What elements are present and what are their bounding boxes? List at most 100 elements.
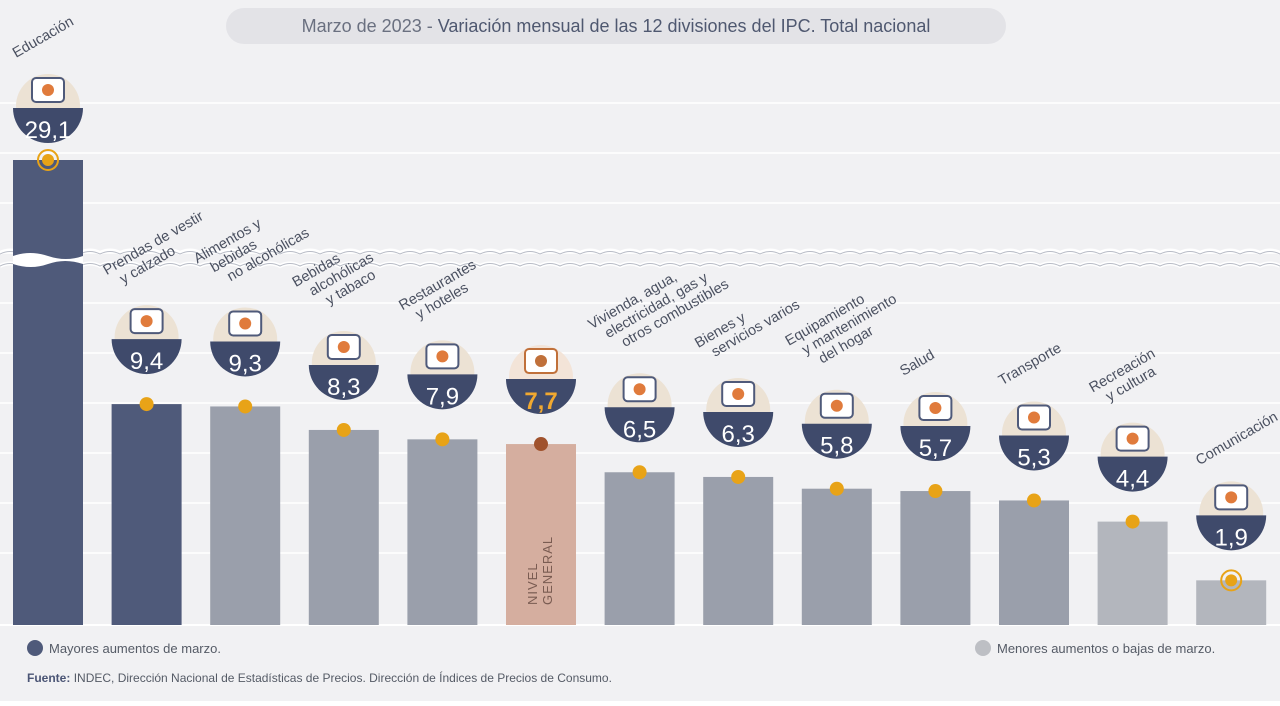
- icon-accent: [1028, 411, 1040, 424]
- value-badge-shape: [801, 423, 872, 459]
- washing-machine-icon-glyph: [819, 392, 854, 419]
- bar: [999, 500, 1069, 625]
- notebook-icon-glyph: [31, 77, 65, 103]
- icon-accent: [436, 350, 449, 363]
- value-badge: 6,5: [604, 373, 675, 443]
- phone-icon-glyph: [1214, 484, 1249, 511]
- icon-accent: [1126, 432, 1139, 445]
- bar: [13, 160, 83, 625]
- value-label: 6,5: [623, 416, 656, 443]
- value-badge: 5,8: [801, 389, 872, 460]
- category-label: Educación: [10, 14, 77, 62]
- axis-break-wave-top: [0, 248, 1280, 256]
- source-label: Fuente:: [27, 671, 71, 685]
- value-label: 5,7: [919, 435, 952, 462]
- comb-scissors-icon-glyph: [721, 380, 756, 407]
- bar-marker-dot: [42, 154, 54, 166]
- value-badge-shape: [407, 374, 478, 410]
- icon-accent: [929, 402, 942, 415]
- bar: [1196, 580, 1267, 625]
- category-label: Restaurantesy hoteles: [396, 257, 487, 328]
- value-badge-shape: [1196, 515, 1267, 551]
- category-label: Comunicación: [1193, 409, 1280, 469]
- bar: [1097, 521, 1168, 625]
- bars: [13, 149, 1267, 625]
- value-label: 4,4: [1116, 466, 1149, 493]
- bar-marker-dot: [336, 422, 351, 437]
- value-label: 9,3: [229, 350, 262, 377]
- legend-high-label: Mayores aumentos de marzo.: [49, 640, 221, 656]
- value-badge: 4,4: [1097, 422, 1168, 493]
- icon-accent: [535, 355, 547, 368]
- icon-accent: [42, 84, 54, 96]
- legend-low-label: Menores aumentos o bajas de marzo.: [997, 640, 1216, 656]
- value-label: 8,3: [327, 374, 360, 401]
- car-sube-icon-glyph: [1017, 404, 1051, 431]
- icon-accent: [633, 383, 646, 396]
- legend-high-swatch: [27, 640, 43, 656]
- bar-marker-dot: [139, 397, 154, 412]
- category-label: Transporte: [996, 340, 1064, 389]
- value-badge-shape: [1097, 456, 1168, 492]
- value-label: 29,1: [25, 117, 72, 144]
- icon-accent: [830, 399, 843, 412]
- bar-break-overlay: [13, 253, 83, 267]
- category-label: Bebidasalcohólicasy tabaco: [290, 236, 385, 318]
- value-badge-shape: [703, 411, 774, 447]
- value-badge: 7,9: [407, 340, 478, 410]
- plate-icon-glyph: [425, 343, 460, 370]
- axis-break: [0, 248, 1280, 269]
- value-badge: 8,3: [308, 330, 379, 401]
- value-badges: 29,1 9,4 9,3 8,3 7,9 7,7 6,5 6,3 5,8 5,7 5,3 4,4 1,9: [13, 74, 1267, 551]
- bar: [604, 472, 675, 625]
- bar: [801, 488, 872, 625]
- category-label: NIVELGENERAL: [525, 536, 555, 605]
- value-badge: 29,1: [13, 74, 83, 144]
- axis-break-line-bottom: [0, 263, 1280, 267]
- category-label-line: Transporte: [996, 340, 1064, 389]
- icon-accent: [239, 317, 252, 330]
- value-badge-shape: [999, 435, 1069, 471]
- bar: [407, 439, 478, 625]
- value-badge-shape: [900, 426, 971, 462]
- bar: [210, 406, 281, 625]
- category-label-line: GENERAL: [540, 536, 555, 605]
- value-label: 7,7: [524, 388, 557, 415]
- category-label-line: NIVEL: [525, 562, 540, 605]
- value-badge-shape: [308, 364, 379, 400]
- bar: [506, 444, 576, 625]
- title-date: Marzo de 2023: [301, 15, 422, 36]
- title-separator: -: [426, 15, 433, 36]
- bar-marker-dot: [928, 484, 943, 499]
- bar-marker-dot: [1125, 514, 1140, 529]
- source-text: INDEC, Dirección Nacional de Estadística…: [73, 671, 612, 685]
- category-label-line: Comunicación: [1193, 409, 1280, 469]
- bar: [703, 476, 774, 625]
- value-label: 7,9: [426, 383, 459, 410]
- icon-accent: [140, 315, 153, 328]
- tshirt-icon-glyph: [129, 308, 164, 335]
- food-icon-glyph: [228, 310, 263, 337]
- bar-marker-dot: [435, 432, 450, 447]
- value-badge: 5,7: [900, 392, 971, 462]
- value-badge-shape: [506, 379, 576, 415]
- source-note: Fuente: INDEC, Dirección Nacional de Est…: [27, 671, 612, 685]
- value-label: 9,4: [130, 348, 163, 375]
- value-badge: 6,3: [703, 377, 774, 448]
- bar-marker-dot: [731, 469, 746, 484]
- bar-marker-ring: [1220, 569, 1243, 592]
- bar-marker-dot: [1027, 493, 1041, 508]
- value-label: 1,9: [1215, 524, 1248, 551]
- icon-accent: [1225, 491, 1238, 504]
- bar-marker-dot: [632, 465, 647, 480]
- value-badge: 7,7: [506, 345, 576, 415]
- value-label: 5,8: [820, 433, 853, 460]
- value-badge-shape: [604, 407, 675, 443]
- chart-title: Marzo de 2023 - Variación mensual de las…: [226, 8, 1006, 44]
- icon-accent: [337, 340, 350, 353]
- legend-high: Mayores aumentos de marzo.: [27, 640, 221, 656]
- category-label: Salud: [897, 347, 937, 379]
- value-badge-shape: [111, 339, 182, 375]
